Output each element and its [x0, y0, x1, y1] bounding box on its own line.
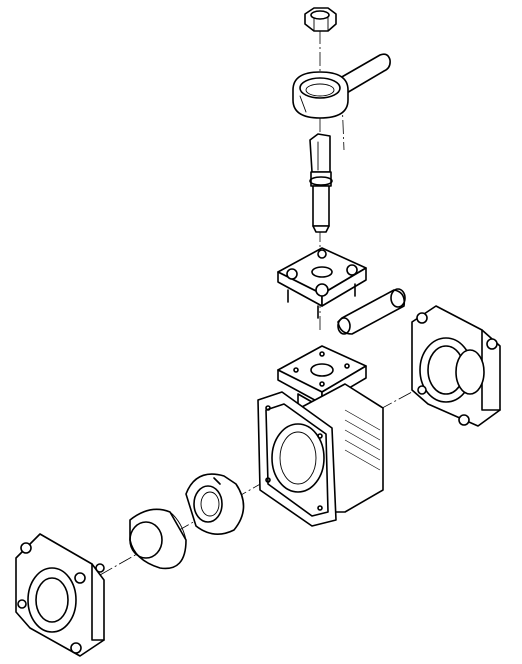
ball-seat	[185, 473, 245, 535]
stem	[309, 133, 333, 233]
handle-lever	[292, 53, 391, 119]
valve-body	[257, 383, 384, 527]
stem-packing-plate	[277, 247, 367, 319]
end-cap-left	[15, 533, 105, 657]
key-insert	[337, 288, 406, 335]
ball	[129, 508, 187, 570]
nut	[304, 7, 337, 32]
end-cap-right	[411, 305, 501, 427]
